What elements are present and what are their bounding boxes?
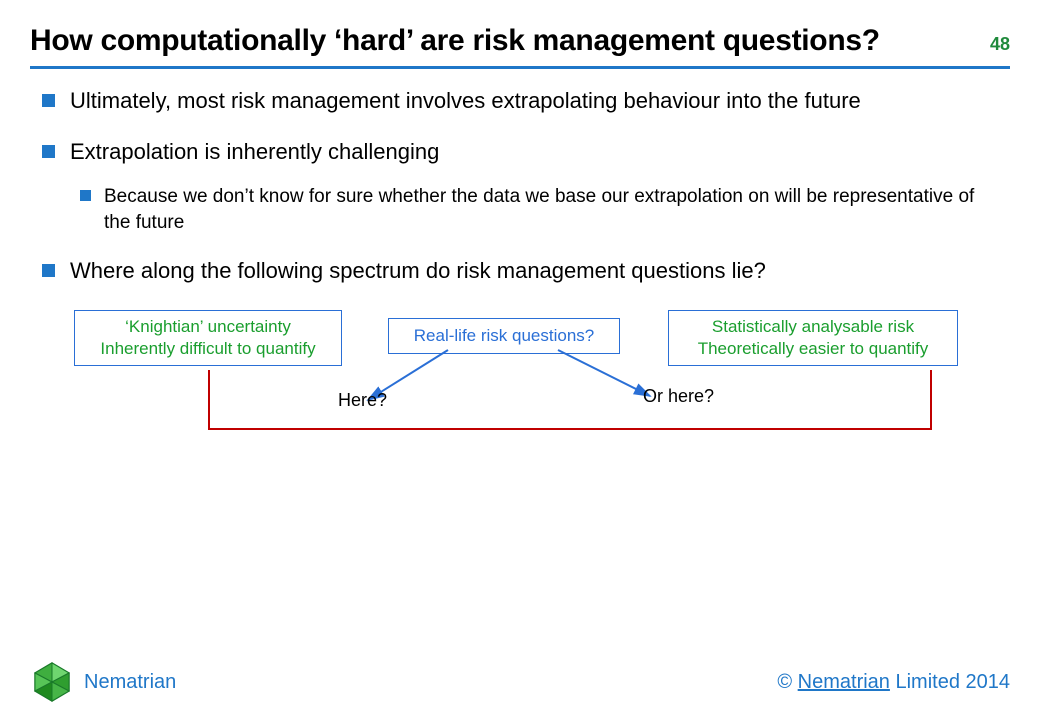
copyright-suffix: Limited 2014 — [890, 671, 1010, 693]
bullet-text: Where along the following spectrum do ri… — [70, 258, 766, 283]
copyright-name: Nematrian — [798, 671, 890, 693]
bullet-item: Where along the following spectrum do ri… — [38, 257, 1002, 286]
bullet-list: Ultimately, most risk management involve… — [38, 87, 1002, 166]
spectrum-bracket — [208, 370, 932, 430]
slide-content: Ultimately, most risk management involve… — [30, 87, 1010, 470]
box-line: Inherently difficult to quantify — [85, 338, 331, 360]
box-line: ‘Knightian’ uncertainty — [85, 316, 331, 338]
sub-bullet-item: Because we don’t know for sure whether t… — [76, 184, 1002, 235]
slide: How computationally ‘hard’ are risk mana… — [30, 24, 1010, 700]
title-rule — [30, 66, 1010, 69]
bullet-list: Where along the following spectrum do ri… — [38, 257, 1002, 286]
bullet-item: Extrapolation is inherently challenging — [38, 138, 1002, 167]
slide-title: How computationally ‘hard’ are risk mana… — [30, 24, 880, 58]
bullet-text: Ultimately, most risk management involve… — [70, 88, 861, 113]
box-line: Theoretically easier to quantify — [679, 338, 947, 360]
footer-brand-text: Nematrian — [84, 671, 176, 694]
box-knightian: ‘Knightian’ uncertainty Inherently diffi… — [74, 310, 342, 366]
footer-copyright: © Nematrian Limited 2014 — [777, 671, 1010, 694]
sub-bullet-text: Because we don’t know for sure whether t… — [104, 186, 974, 233]
label-here: Here? — [338, 390, 387, 411]
slide-footer: Nematrian © Nematrian Limited 2014 — [30, 660, 1010, 704]
spectrum-diagram: ‘Knightian’ uncertainty Inherently diffi… — [38, 310, 1002, 470]
bullet-text: Extrapolation is inherently challenging — [70, 139, 439, 164]
footer-brand: Nematrian — [30, 660, 176, 704]
logo-icon — [30, 660, 74, 704]
box-line: Statistically analysable risk — [679, 316, 947, 338]
box-line: Real-life risk questions? — [399, 325, 609, 347]
bullet-item: Ultimately, most risk management involve… — [38, 87, 1002, 116]
slide-number: 48 — [990, 34, 1010, 55]
label-or-here: Or here? — [643, 386, 714, 407]
copyright-prefix: © — [777, 671, 797, 693]
box-real-life: Real-life risk questions? — [388, 318, 620, 354]
sub-bullet-list: Because we don’t know for sure whether t… — [38, 184, 1002, 235]
box-statistical: Statistically analysable risk Theoretica… — [668, 310, 958, 366]
title-row: How computationally ‘hard’ are risk mana… — [30, 24, 1010, 58]
